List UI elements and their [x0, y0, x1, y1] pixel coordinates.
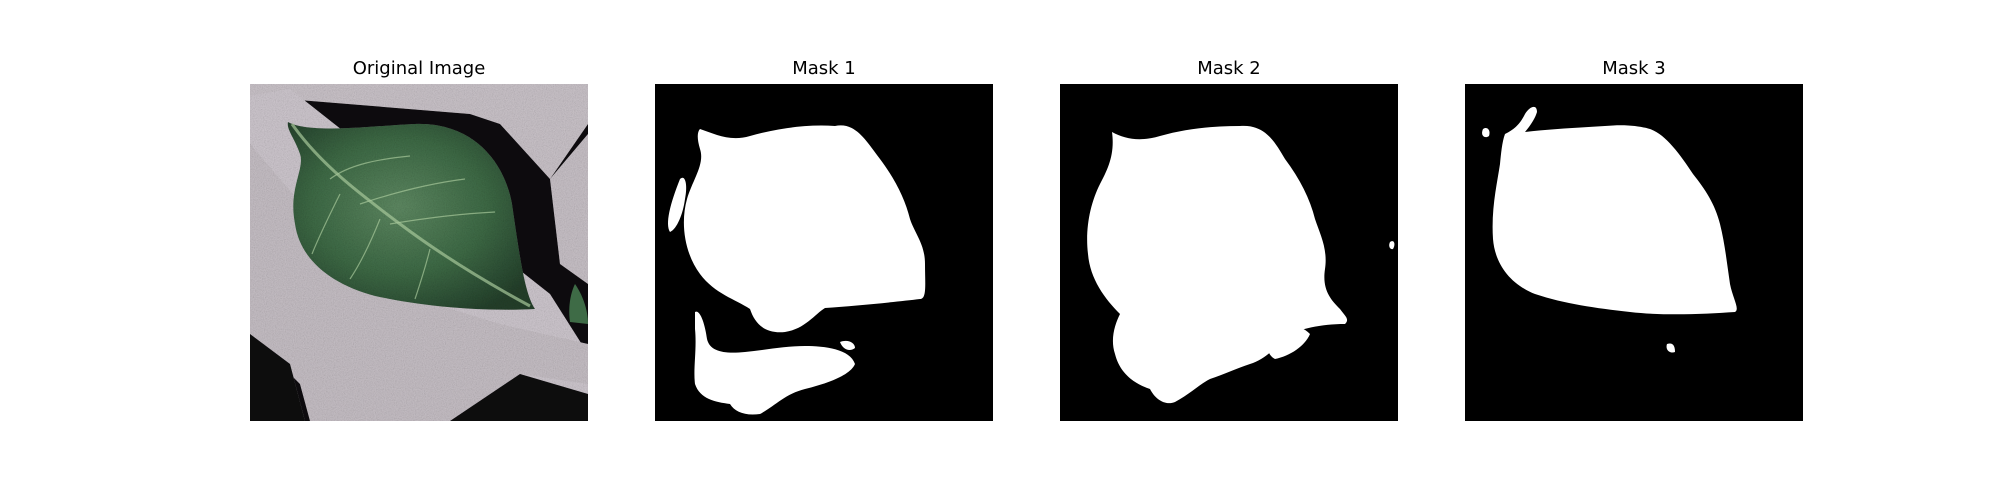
- original-image: [250, 84, 588, 421]
- leaf-fragment: [569, 284, 588, 324]
- panel-mask-1: Mask 1: [655, 0, 993, 500]
- mask-3-regions: [1482, 106, 1737, 353]
- panel-mask-2: Mask 2: [1060, 0, 1398, 500]
- panel-title: Mask 1: [792, 58, 856, 79]
- panel-original-image: Original Image: [250, 0, 588, 500]
- mask-3-image: [1465, 84, 1803, 421]
- leaf-photo: [250, 84, 588, 421]
- mask-2-regions: [1087, 125, 1395, 404]
- panel-title: Mask 2: [1197, 58, 1261, 79]
- mask-1: [655, 84, 993, 421]
- mask-1-regions: [668, 125, 926, 415]
- leaf-veins: [290, 123, 531, 308]
- mask-1-image: [655, 84, 993, 421]
- panel-title: Original Image: [352, 58, 486, 79]
- mask-2-image: [1060, 84, 1398, 421]
- mask-3: [1465, 84, 1803, 421]
- panel-title: Mask 3: [1602, 58, 1666, 79]
- mask-2: [1060, 84, 1398, 421]
- panel-mask-3: Mask 3: [1465, 0, 1803, 500]
